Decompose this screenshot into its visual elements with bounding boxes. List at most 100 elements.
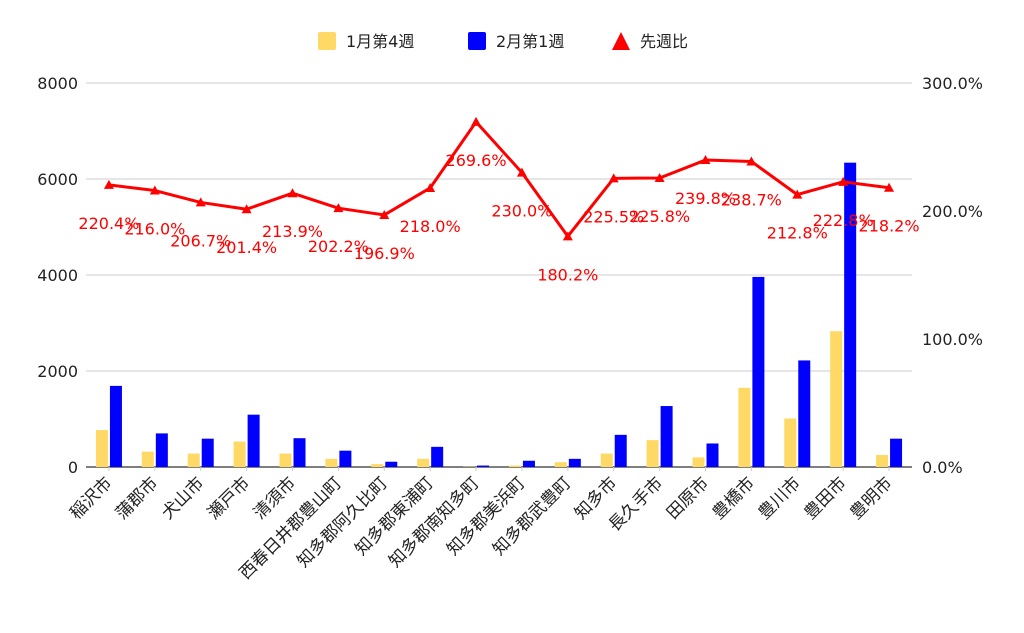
right-tick-label: 300.0%	[922, 74, 983, 93]
category-label: 豊明市	[846, 473, 896, 523]
bar-week1	[600, 453, 613, 467]
category-label: 田原市	[663, 473, 713, 523]
ratio-data-label: 206.7%	[170, 231, 231, 250]
category-label: 瀬戸市	[204, 473, 254, 523]
right-axis-ticks: 0.0% 100.0% 200.0% 300.0%	[922, 74, 983, 477]
ratio-data-label: 212.8%	[767, 224, 828, 243]
legend-swatch	[468, 32, 486, 50]
category-axis-labels: 稲沢市蒲郡市犬山市瀬戸市清須市西春日井郡豊山町知多郡阿久比町知多郡東浦町知多郡南…	[66, 473, 896, 583]
bar-week2	[155, 433, 168, 467]
category-label: 豊川市	[755, 473, 805, 523]
ratio-data-label: 218.2%	[859, 217, 920, 236]
right-tick-label: 100.0%	[922, 330, 983, 349]
ratio-line	[108, 120, 890, 238]
legend-swatch	[318, 32, 336, 50]
ratio-data-label: 201.4%	[216, 238, 277, 257]
category-label: 犬山市	[158, 473, 208, 523]
ratio-data-label: 218.0%	[400, 217, 461, 236]
ratio-marker	[195, 197, 206, 207]
category-label: 豊橋市	[709, 473, 759, 523]
bar-week2	[201, 438, 214, 467]
legend-label: 1月第4週	[346, 32, 414, 51]
bar-week2	[752, 276, 765, 467]
bar-week2	[614, 434, 627, 467]
right-tick-label: 200.0%	[922, 202, 983, 221]
ratio-data-label: 213.9%	[262, 222, 323, 241]
ratio-marker	[700, 155, 711, 165]
category-label: 豊田市	[800, 473, 850, 523]
ratio-data-label: 238.7%	[721, 190, 782, 209]
bar-week2	[844, 162, 857, 467]
bar-week1	[738, 387, 751, 467]
bar-week2	[247, 414, 260, 467]
left-tick-label: 6000	[37, 170, 78, 189]
bars-layer	[95, 162, 903, 467]
ratio-data-label: 202.2%	[308, 237, 369, 256]
bar-week1	[784, 418, 797, 467]
bar-week2	[385, 461, 398, 467]
legend-swatch	[612, 32, 630, 50]
category-label: 稲沢市	[66, 473, 116, 523]
ratio-marker	[241, 204, 252, 214]
bar-week1	[141, 451, 154, 467]
ratio-marker	[516, 167, 527, 177]
bar-week2	[660, 406, 673, 467]
ratio-data-label: 222.8%	[813, 211, 874, 230]
bar-week2	[431, 446, 444, 467]
ratio-data-label: 216.0%	[124, 220, 185, 239]
bar-week1	[692, 457, 705, 467]
bar-week2	[477, 465, 490, 467]
bar-week1	[233, 441, 246, 467]
legend: 1月第4週 2月第1週 先週比	[318, 32, 688, 51]
left-tick-label: 0	[68, 458, 78, 477]
legend-label: 先週比	[640, 32, 688, 51]
ratio-marker	[103, 179, 114, 189]
ratio-marker	[838, 176, 849, 186]
ratio-data-label: 269.6%	[446, 151, 507, 170]
bar-week2	[293, 438, 306, 467]
bar-week2	[568, 458, 581, 467]
left-tick-label: 2000	[37, 362, 78, 381]
ratio-marker	[562, 231, 573, 241]
bar-week2	[890, 438, 903, 467]
bar-week1	[279, 453, 292, 467]
ratio-marker	[608, 173, 619, 183]
bar-week2	[798, 360, 811, 467]
bar-week1	[876, 455, 889, 467]
ratio-data-label: 180.2%	[537, 265, 598, 284]
ratio-marker	[149, 185, 160, 195]
bar-week1	[325, 458, 338, 467]
ratio-marker	[471, 116, 482, 126]
bar-week2	[339, 450, 352, 467]
bar-week2	[706, 443, 719, 467]
left-tick-label: 8000	[37, 74, 78, 93]
bar-week1	[646, 440, 659, 467]
ratio-data-label: 196.9%	[354, 244, 415, 263]
ratio-marker	[792, 189, 803, 199]
ratio-data-label: 220.4%	[78, 214, 139, 233]
bar-week2	[109, 385, 122, 467]
ratio-marker	[287, 188, 298, 198]
bar-week1	[95, 430, 108, 467]
bar-week1	[187, 453, 200, 467]
ratio-data-label: 225.8%	[629, 207, 690, 226]
ratio-data-label: 230.0%	[491, 202, 552, 221]
bar-week1	[371, 464, 384, 467]
legend-label: 2月第1週	[496, 32, 564, 51]
ratio-marker	[379, 209, 390, 219]
bar-week1	[417, 458, 430, 467]
category-label: 蒲郡市	[112, 473, 162, 523]
ratio-marker	[654, 172, 665, 182]
ratio-marker	[884, 182, 895, 192]
bar-week2	[522, 460, 535, 467]
ratio-data-label: 225.5%	[583, 207, 644, 226]
left-axis-ticks: 0 2000 4000 6000 8000	[37, 74, 78, 477]
bar-week1	[830, 331, 843, 467]
bar-week1	[554, 462, 567, 467]
gridlines	[86, 82, 912, 471]
ratio-marker	[746, 156, 757, 166]
left-tick-label: 4000	[37, 266, 78, 285]
ratio-data-label: 239.8%	[675, 189, 736, 208]
ratio-marker	[425, 182, 436, 192]
